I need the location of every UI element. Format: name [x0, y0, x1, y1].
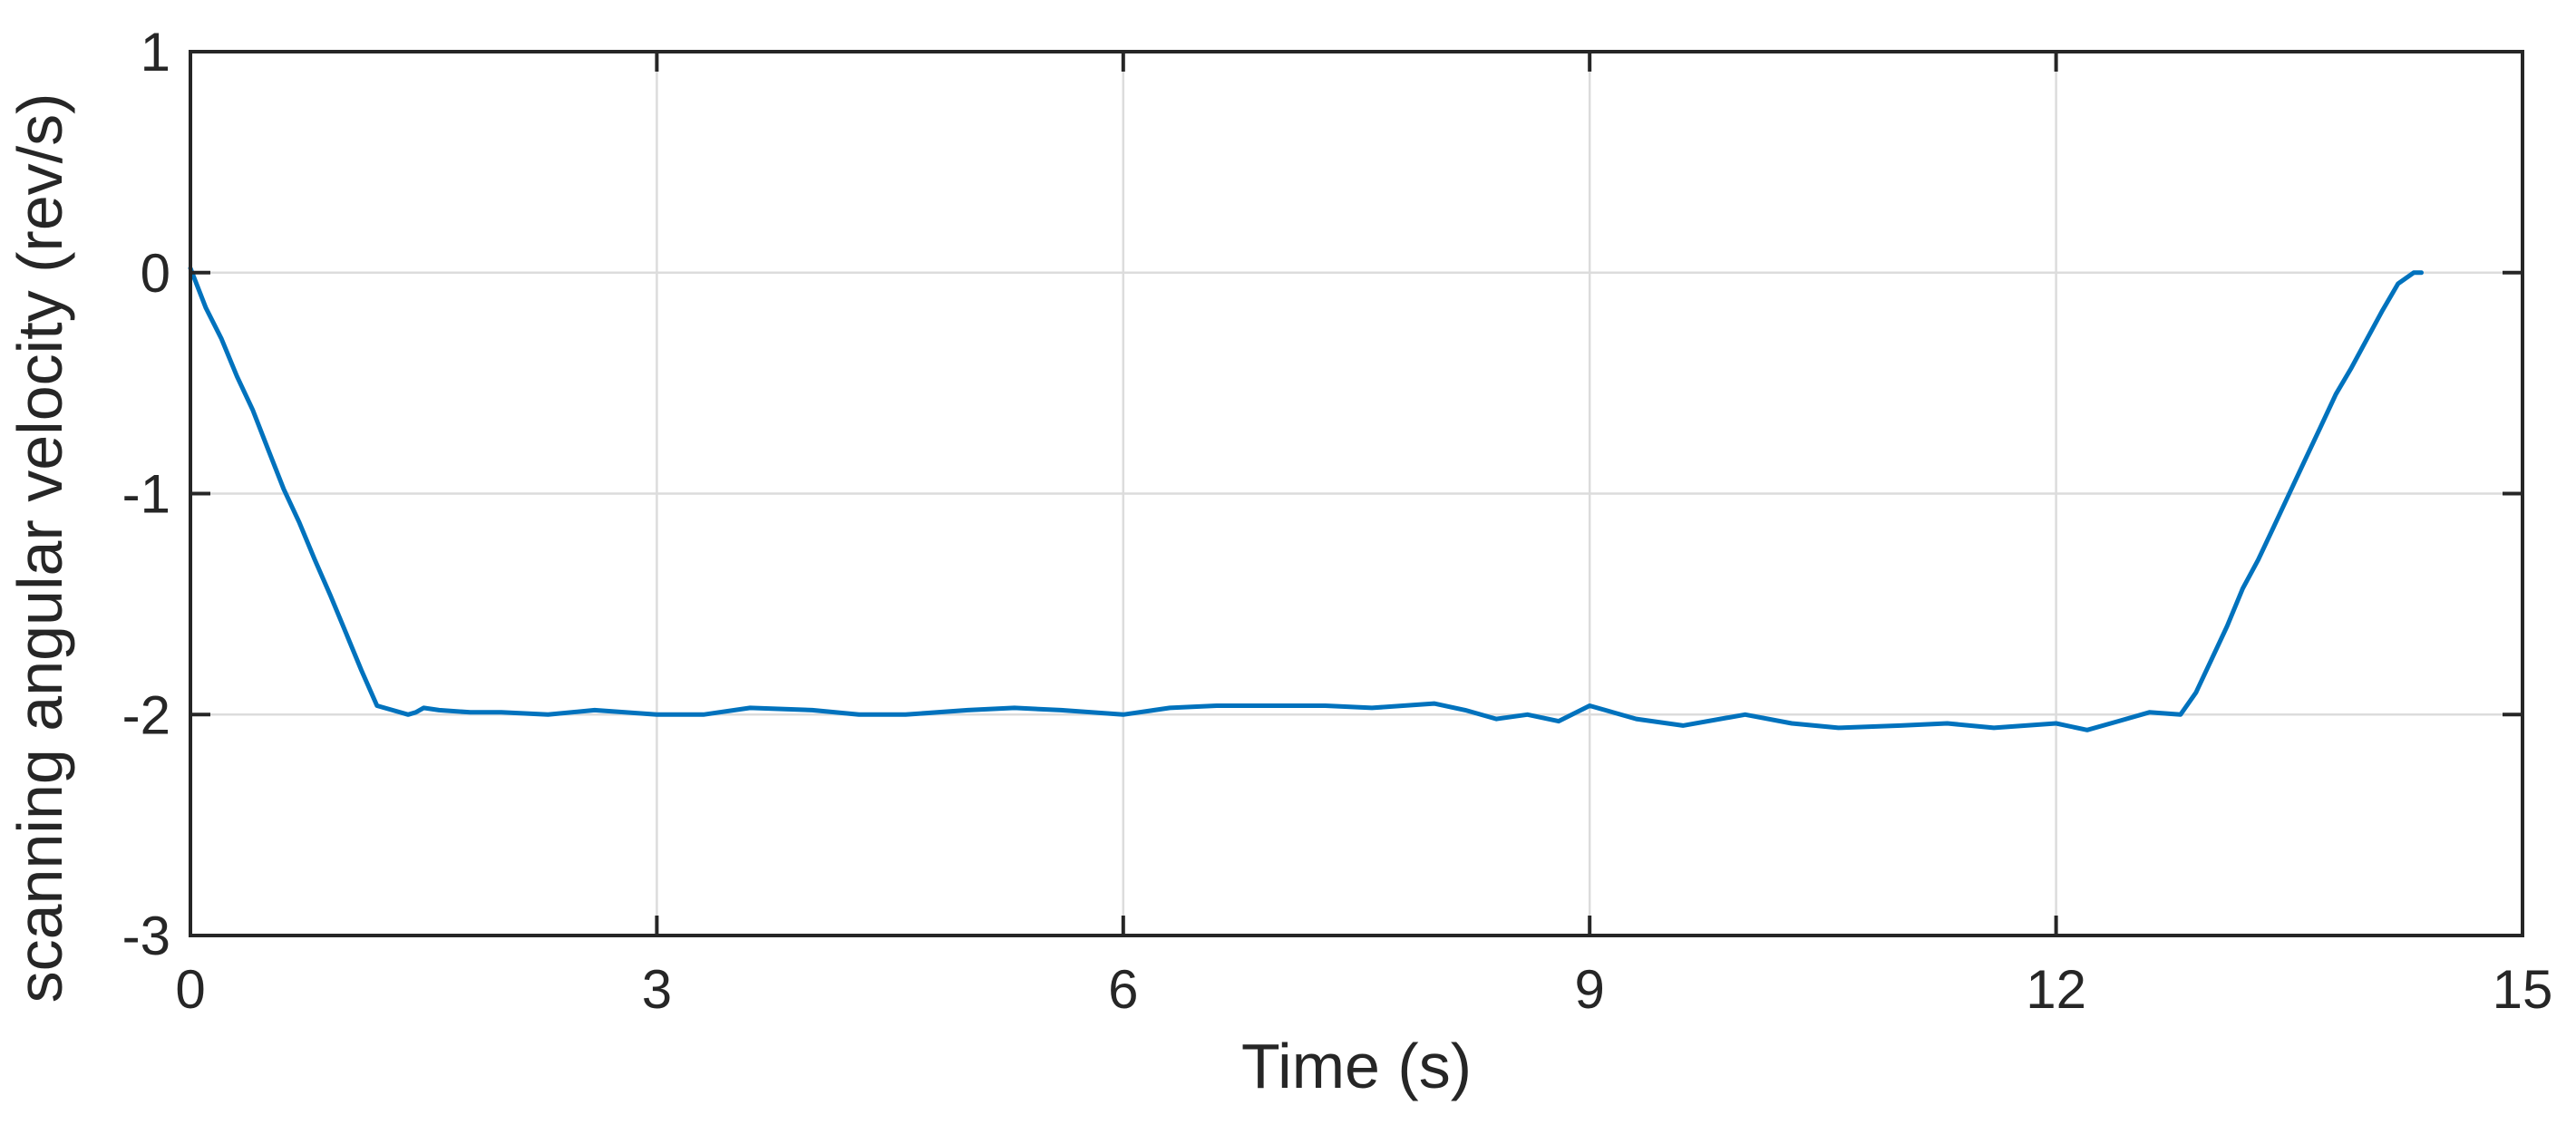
y-tick-label: 1: [141, 22, 170, 82]
y-axis-label: scanning angular velocity (rev/s): [5, 93, 75, 1003]
y-tick-label: -3: [122, 906, 170, 966]
x-tick-label: 15: [2493, 959, 2553, 1020]
x-axis-label: Time (s): [1241, 1031, 1472, 1101]
y-tick-label: -2: [122, 684, 170, 745]
x-tick-label: 12: [2026, 959, 2086, 1020]
x-tick-label: 9: [1575, 959, 1605, 1020]
y-tick-label: 0: [141, 243, 170, 304]
x-tick-label: 0: [175, 959, 205, 1020]
x-tick-label: 6: [1108, 959, 1138, 1020]
x-tick-label: 3: [642, 959, 672, 1020]
y-tick-label: -1: [122, 464, 170, 525]
